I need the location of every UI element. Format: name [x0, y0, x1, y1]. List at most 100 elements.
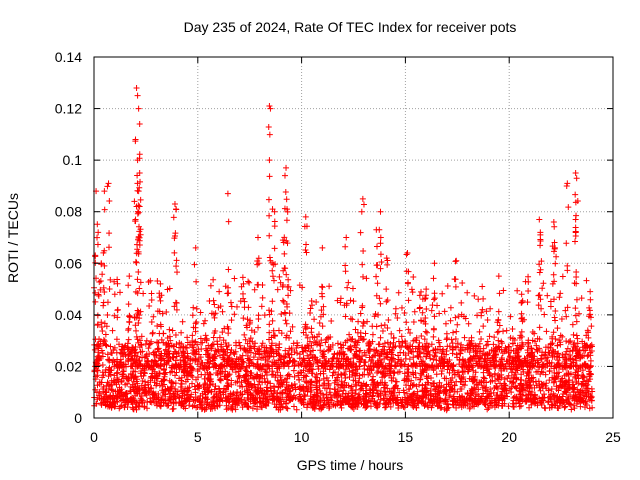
data-point — [331, 369, 338, 376]
data-point — [193, 319, 200, 326]
data-point — [281, 234, 288, 241]
data-point — [214, 403, 221, 410]
data-point — [284, 240, 291, 247]
data-point — [588, 371, 595, 378]
data-point — [562, 351, 569, 358]
data-point — [285, 283, 292, 290]
data-point — [374, 369, 381, 376]
data-point — [145, 379, 152, 386]
data-point — [223, 402, 230, 409]
data-point-peak — [126, 273, 133, 280]
data-point — [101, 206, 108, 213]
data-point — [114, 358, 121, 365]
data-point — [535, 302, 542, 309]
data-point — [264, 352, 271, 359]
data-point — [496, 343, 503, 350]
data-point — [347, 343, 354, 350]
data-point — [580, 347, 587, 354]
data-point — [225, 284, 232, 291]
data-point — [211, 314, 218, 321]
data-point — [527, 362, 534, 369]
data-point — [398, 358, 405, 365]
data-point — [369, 331, 376, 338]
data-point — [252, 363, 259, 370]
data-point — [554, 362, 561, 369]
data-point — [153, 402, 160, 409]
data-point — [533, 346, 540, 353]
data-point — [566, 383, 573, 390]
data-point — [384, 350, 391, 357]
data-point — [564, 267, 571, 274]
data-point — [171, 235, 178, 242]
data-point — [217, 303, 224, 310]
data-point — [148, 290, 155, 297]
data-point — [210, 311, 217, 318]
data-point — [281, 250, 288, 257]
data-point-peak — [224, 190, 231, 197]
data-point — [142, 390, 149, 397]
data-point — [302, 325, 309, 332]
data-point — [465, 363, 472, 370]
data-point — [526, 351, 533, 358]
data-point — [346, 368, 353, 375]
data-point — [184, 368, 191, 375]
data-point — [486, 372, 493, 379]
data-point — [94, 221, 101, 228]
data-point — [488, 395, 495, 402]
data-point — [587, 342, 594, 349]
data-point — [263, 369, 270, 376]
data-point — [304, 352, 311, 359]
data-point — [383, 298, 390, 305]
data-point — [387, 363, 394, 370]
data-point — [352, 390, 359, 397]
data-point — [364, 367, 371, 374]
data-point — [192, 355, 199, 362]
data-point — [173, 263, 180, 270]
data-point — [490, 341, 497, 348]
data-point — [509, 400, 516, 407]
data-point — [477, 397, 484, 404]
data-point — [418, 332, 425, 339]
data-point-peak — [171, 200, 178, 207]
data-point — [227, 299, 234, 306]
data-point — [133, 241, 140, 248]
data-point — [574, 197, 581, 204]
data-point — [173, 369, 180, 376]
data-point — [285, 363, 292, 370]
data-point — [267, 380, 274, 387]
data-point — [347, 336, 354, 343]
data-point — [129, 346, 136, 353]
data-point — [443, 351, 450, 358]
data-point — [572, 191, 579, 198]
data-point — [331, 350, 338, 357]
data-point — [442, 395, 449, 402]
data-point — [478, 393, 485, 400]
data-point-peak — [573, 175, 580, 182]
data-point — [346, 331, 353, 338]
data-point — [377, 265, 384, 272]
data-point — [468, 396, 475, 403]
data-point — [478, 336, 485, 343]
data-point — [470, 353, 477, 360]
data-point — [132, 368, 139, 375]
data-point — [575, 389, 582, 396]
data-point — [245, 278, 252, 285]
data-point — [114, 314, 121, 321]
data-point — [307, 348, 314, 355]
data-point — [114, 398, 121, 405]
data-point — [491, 370, 498, 377]
data-point — [231, 311, 238, 318]
data-point — [259, 387, 266, 394]
data-point — [501, 348, 508, 355]
data-point — [410, 354, 417, 361]
data-point — [558, 397, 565, 404]
data-point — [216, 388, 223, 395]
data-point — [108, 381, 115, 388]
data-point — [499, 354, 506, 361]
data-point — [134, 310, 141, 317]
data-point-peak — [134, 92, 141, 99]
data-point — [569, 321, 576, 328]
data-point — [542, 349, 549, 356]
data-point — [572, 355, 579, 362]
data-point — [173, 257, 180, 264]
